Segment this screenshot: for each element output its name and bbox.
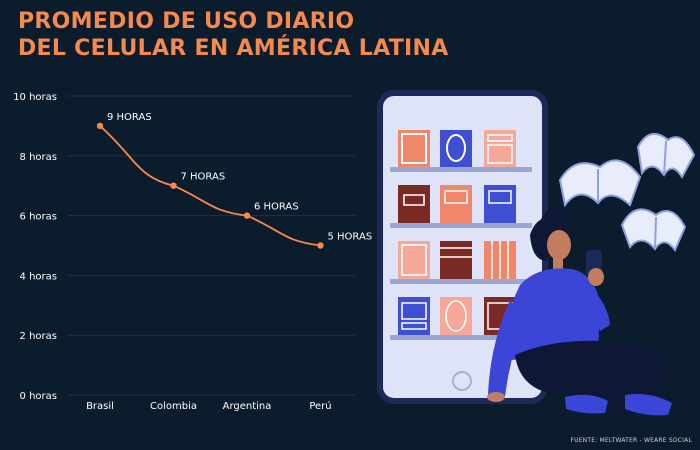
y-tick-label: 0 horas xyxy=(20,391,57,402)
data-point xyxy=(243,212,251,219)
source-note: FUENTE: MELTWATER - WEARE SOCIAL xyxy=(570,437,692,444)
woman-with-phone-icon xyxy=(487,208,672,416)
illustration xyxy=(377,90,696,416)
data-label: 7 HORAS xyxy=(181,172,226,183)
page-title: PROMEDIO DE USO DIARIO DEL CELULAR EN AM… xyxy=(18,8,449,62)
bookshelf-icon xyxy=(390,130,532,340)
data-label: 6 HORAS xyxy=(254,202,299,213)
data-label: 5 HORAS xyxy=(328,232,373,243)
y-tick-label: 8 horas xyxy=(20,152,57,163)
x-tick-label: Perú xyxy=(309,400,331,412)
data-point xyxy=(317,242,324,249)
title-line-1: PROMEDIO DE USO DIARIO xyxy=(18,9,355,34)
data-label: 9 HORAS xyxy=(107,112,152,123)
data-point xyxy=(170,182,177,189)
x-tick-label: Brasil xyxy=(86,401,114,412)
open-book-icon xyxy=(558,132,696,252)
series-line xyxy=(99,125,321,247)
y-tick-label: 10 horas xyxy=(13,92,57,103)
y-tick-label: 2 horas xyxy=(20,331,57,342)
x-tick-label: Colombia xyxy=(150,401,197,412)
y-tick-label: 6 horas xyxy=(20,212,57,223)
y-tick-label: 4 horas xyxy=(20,271,57,282)
data-point xyxy=(96,122,104,130)
title-line-2: DEL CELULAR EN AMÉRICA LATINA xyxy=(18,36,449,61)
x-tick-label: Argentina xyxy=(223,401,272,412)
